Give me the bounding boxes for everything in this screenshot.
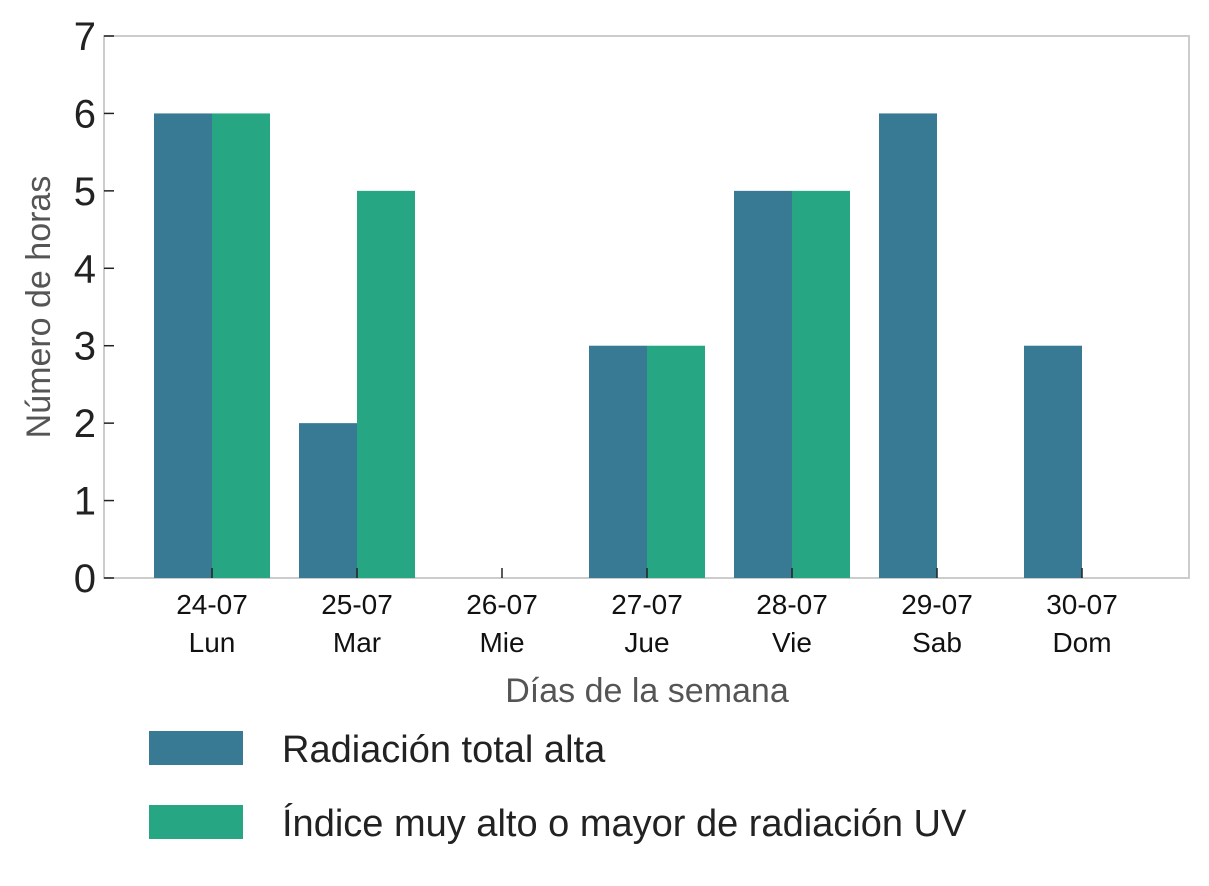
x-tick-label-day: Lun (189, 627, 236, 658)
y-tick-label: 3 (74, 325, 96, 369)
x-tick-label-day: Mie (479, 627, 524, 658)
x-tick-label-date: 27-07 (611, 589, 683, 620)
bar-series2-lun (212, 113, 270, 578)
bar-series1-mar (299, 423, 357, 578)
bar-series1-sab (879, 113, 937, 578)
x-tick-label-day: Jue (624, 627, 669, 658)
y-tick-label: 0 (74, 557, 96, 601)
x-tick-label-day: Dom (1052, 627, 1111, 658)
legend-swatch-1 (149, 731, 243, 765)
x-tick-label-day: Mar (333, 627, 381, 658)
x-tick-label-day: Vie (772, 627, 812, 658)
y-tick-label: 5 (74, 170, 96, 214)
bars-group (154, 113, 1082, 578)
legend: Radiación total alta Índice muy alto o ma… (149, 729, 967, 845)
legend-swatch-2 (149, 805, 243, 839)
y-axis-ticks: 0 1 2 3 4 5 6 7 (74, 15, 114, 601)
bar-series1-vie (734, 190, 792, 578)
y-tick-label: 2 (74, 402, 96, 446)
legend-label-1: Radiación total alta (282, 729, 606, 771)
x-axis-ticks: 24-07 Lun 25-07 Mar 26-07 Mie 27-07 Jue 28-07 Vie… (176, 568, 1118, 658)
bar-series2-vie (792, 190, 850, 578)
x-tick-label-date: 30-07 (1046, 589, 1118, 620)
bar-series1-lun (154, 113, 212, 578)
x-tick-label-date: 25-07 (321, 589, 393, 620)
y-tick-label: 4 (74, 247, 96, 291)
legend-label-2: Índice muy alto o mayor de radiación UV (282, 802, 967, 845)
bar-series1-jue (589, 345, 647, 578)
x-tick-label-date: 29-07 (901, 589, 973, 620)
y-tick-label: 7 (74, 15, 96, 59)
y-tick-label: 6 (74, 92, 96, 136)
x-tick-label-date: 26-07 (466, 589, 538, 620)
bar-series1-dom (1024, 345, 1082, 578)
x-tick-label-date: 28-07 (756, 589, 828, 620)
x-axis-label: Días de la semana (505, 672, 789, 710)
bar-series2-mar (357, 190, 415, 578)
bar-series2-jue (647, 345, 705, 578)
y-axis-label: Número de horas (20, 176, 58, 439)
x-tick-label-date: 24-07 (176, 589, 248, 620)
y-tick-label: 1 (74, 480, 96, 524)
x-tick-label-day: Sab (912, 627, 962, 658)
